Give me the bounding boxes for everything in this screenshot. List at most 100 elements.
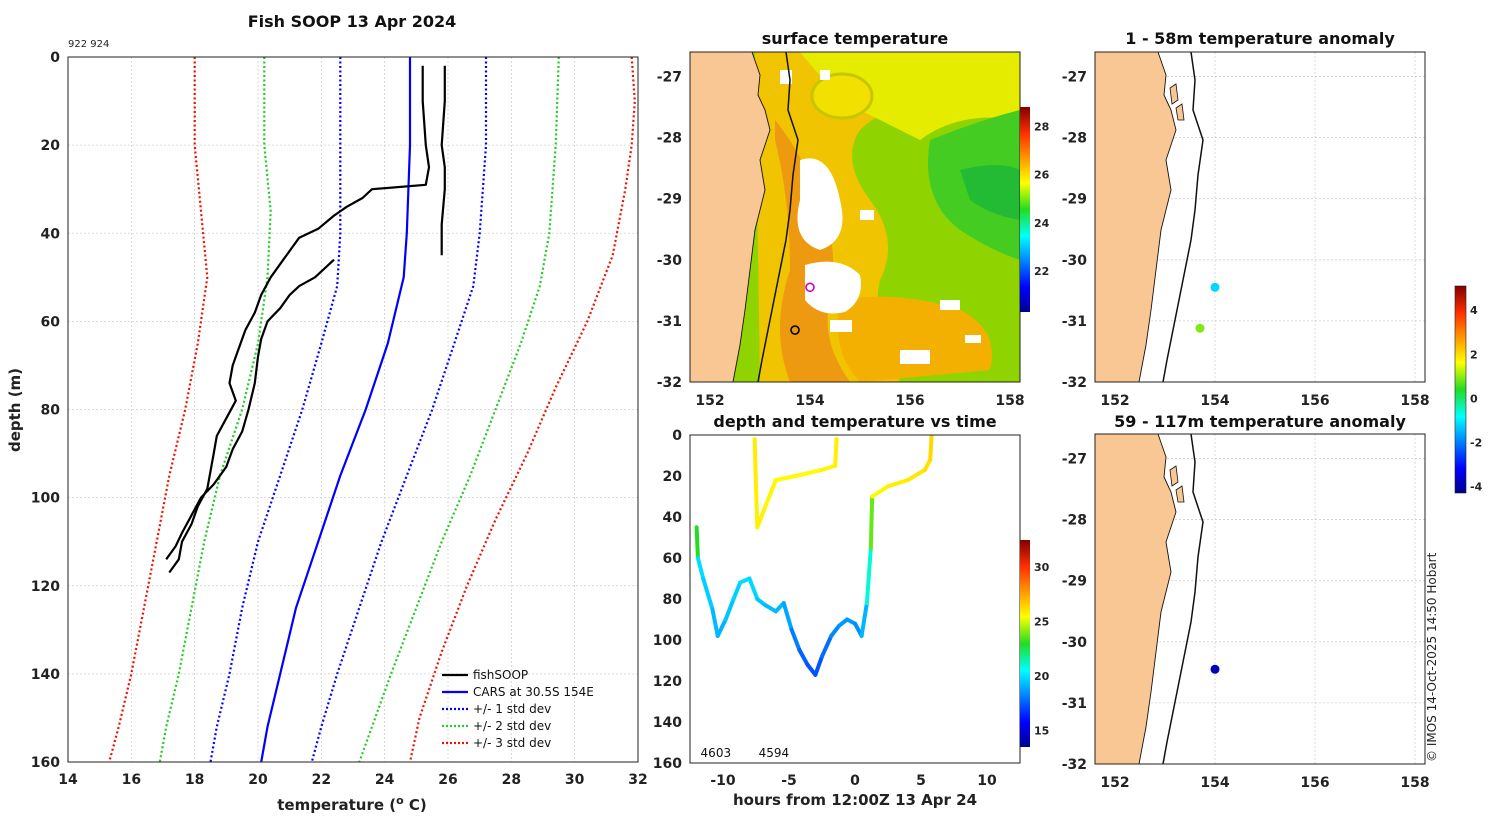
- sst-ytick-label: -30: [657, 253, 683, 269]
- sst-xtick-label: 152: [695, 393, 724, 409]
- sst-land: [690, 52, 770, 382]
- profile-xtick-label: 18: [185, 772, 204, 788]
- profile-series-fishsoop-c: [165, 258, 335, 560]
- profile-title: Fish SOOP 13 Apr 2024: [248, 12, 457, 31]
- timeseries-series: [694, 435, 934, 677]
- profile-series-fishsoop-b: [168, 65, 431, 574]
- anomaly-shallow-panel: 1 - 58m temperature anomaly 152 154 156 158…: [1062, 29, 1430, 409]
- profile-ytick-label: 80: [41, 403, 61, 419]
- timeseries-segment-drop1: [868, 494, 875, 550]
- anomaly-deep-land: [1095, 434, 1177, 764]
- legend-label-1std: +/- 1 std dev: [473, 702, 551, 716]
- timeseries-frame: [689, 434, 1021, 764]
- anomaly-deep-map: [1095, 434, 1204, 764]
- profile-xlabel: temperature (o C): [277, 794, 427, 814]
- profile-series-cars: [260, 57, 412, 763]
- anomaly-colorbar-ticks: -4 -2 0 2 4: [1470, 304, 1483, 493]
- profile-panel: Fish SOOP 13 Apr 2024 922 924 14 16 18 20 22…: [6, 12, 648, 814]
- anomaly-deep-contour: [1162, 434, 1204, 764]
- profile-grid: [67, 56, 639, 763]
- profile-xtick-label: 32: [628, 772, 647, 788]
- timeseries-colorbar-ticks: 15 20 25 30: [1034, 561, 1050, 737]
- anom1-ytick-label: -28: [1062, 131, 1087, 147]
- anomaly-deep-title: 59 - 117m temperature anomaly: [1114, 412, 1406, 431]
- timeseries-segment-drop1: [820, 633, 834, 659]
- profile-ytick-label: 140: [31, 667, 60, 683]
- profile-corner-label: 922 924: [68, 39, 109, 50]
- profile-series--3std: [108, 57, 209, 763]
- sst-colorbar-tick-label: 24: [1034, 217, 1050, 230]
- anom1-ytick-label: -32: [1062, 375, 1087, 391]
- profile-xtick-label: 28: [502, 772, 521, 788]
- sst-marker: [805, 282, 815, 293]
- timeseries-segment-drop1: [781, 601, 794, 632]
- timeseries-colorbar: [1020, 540, 1030, 747]
- sst-xtick-label: 156: [895, 393, 924, 409]
- profile-series: [108, 56, 636, 763]
- anomaly-shallow-frame: [1094, 51, 1426, 383]
- timeseries-colorbar-tick-label: 30: [1034, 561, 1050, 574]
- profile-xtick-label: 20: [248, 772, 268, 788]
- timeseries-segment-drop2: [820, 463, 838, 472]
- timeseries-segment-drop3: [870, 484, 890, 499]
- timeseries-panel: depth and temperature vs time -10 -5 0 5 100…: [653, 412, 1050, 809]
- profile-ylabel: depth (m): [6, 368, 24, 452]
- profile-xtick-label: 22: [312, 772, 331, 788]
- anomaly-shallow-ticks: 152 154 156 158 -27 -28 -29 -30 -31 -32: [1062, 69, 1430, 409]
- profile-xtick-label: 30: [565, 772, 585, 788]
- sst-ytick-label: -29: [657, 192, 682, 208]
- sst-marker: [790, 325, 800, 335]
- timeseries-colorbar-tick-label: 15: [1034, 725, 1049, 738]
- profile-xlabel-sup: o: [396, 794, 404, 807]
- sst-map-area: [690, 52, 1020, 382]
- timeseries-segment-drop1: [715, 617, 728, 638]
- profile-xtick-label: 26: [438, 772, 457, 788]
- sst-markers: [790, 282, 815, 335]
- timeseries-segment-drop1: [813, 654, 824, 677]
- profile-xtick-label: 14: [58, 772, 78, 788]
- sst-xtick-label: 154: [795, 393, 824, 409]
- timeseries-segment-drop1: [695, 556, 706, 581]
- timeseries-xtick-label: 0: [850, 773, 860, 789]
- anom2-ytick-label: -28: [1062, 513, 1087, 529]
- timeseries-segment-drop2: [752, 437, 758, 489]
- sst-ytick-label: -27: [657, 69, 682, 85]
- sst-colorbar-tick-label: 22: [1034, 265, 1049, 278]
- anomaly-shallow-islands: [1169, 83, 1185, 121]
- timeseries-xtick-label: -10: [710, 773, 736, 789]
- sst-ytick-label: -28: [657, 131, 682, 147]
- timeseries-ytick-label: 100: [653, 633, 682, 649]
- sst-yellow-north: [800, 52, 1020, 140]
- legend-label-2std: +/- 2 std dev: [473, 719, 551, 733]
- anomaly-colorbar-tick-label: 0: [1470, 392, 1478, 405]
- timeseries-segment-drop2: [773, 474, 798, 483]
- timeseries-segment-drop1: [864, 545, 873, 606]
- timeseries-segment-drop1: [789, 627, 802, 653]
- anomaly-shallow-point: [1210, 282, 1220, 292]
- timeseries-ytick-label: 40: [663, 510, 683, 526]
- sst-coastline: [732, 52, 771, 382]
- anomaly-shallow-title: 1 - 58m temperature anomaly: [1125, 29, 1395, 48]
- anom1-xtick-label: 156: [1300, 393, 1329, 409]
- anom1-ytick-label: -27: [1062, 69, 1087, 85]
- timeseries-ytick-label: 120: [653, 674, 682, 690]
- timeseries-xtick-label: 10: [977, 773, 997, 789]
- timeseries-segment-drop1: [859, 601, 869, 638]
- timeseries-segment-drop2: [833, 437, 839, 468]
- sst-colorbar-tick-label: 28: [1034, 120, 1049, 133]
- timeseries-segment-drop3: [905, 467, 927, 483]
- profile-ytick-label: 60: [41, 314, 61, 330]
- timeseries-colorbar-tick-label: 25: [1034, 616, 1049, 629]
- sst-cool-patch: [960, 165, 1020, 220]
- sst-xtick-label: 158: [995, 393, 1024, 409]
- sst-orange-core: [775, 120, 850, 382]
- timeseries-ytick-label: 140: [653, 715, 682, 731]
- timeseries-segment-drop2: [763, 478, 778, 509]
- sst-ticks: 152 154 156 158 -27 -28 -29 -30 -31 -32: [657, 69, 1025, 409]
- legend-label-fishsoop: fishSOOP: [473, 668, 528, 682]
- anom1-ytick-label: -29: [1062, 192, 1087, 208]
- timeseries-ytick-label: 0: [672, 428, 682, 444]
- timeseries-segment-drop1: [701, 576, 715, 612]
